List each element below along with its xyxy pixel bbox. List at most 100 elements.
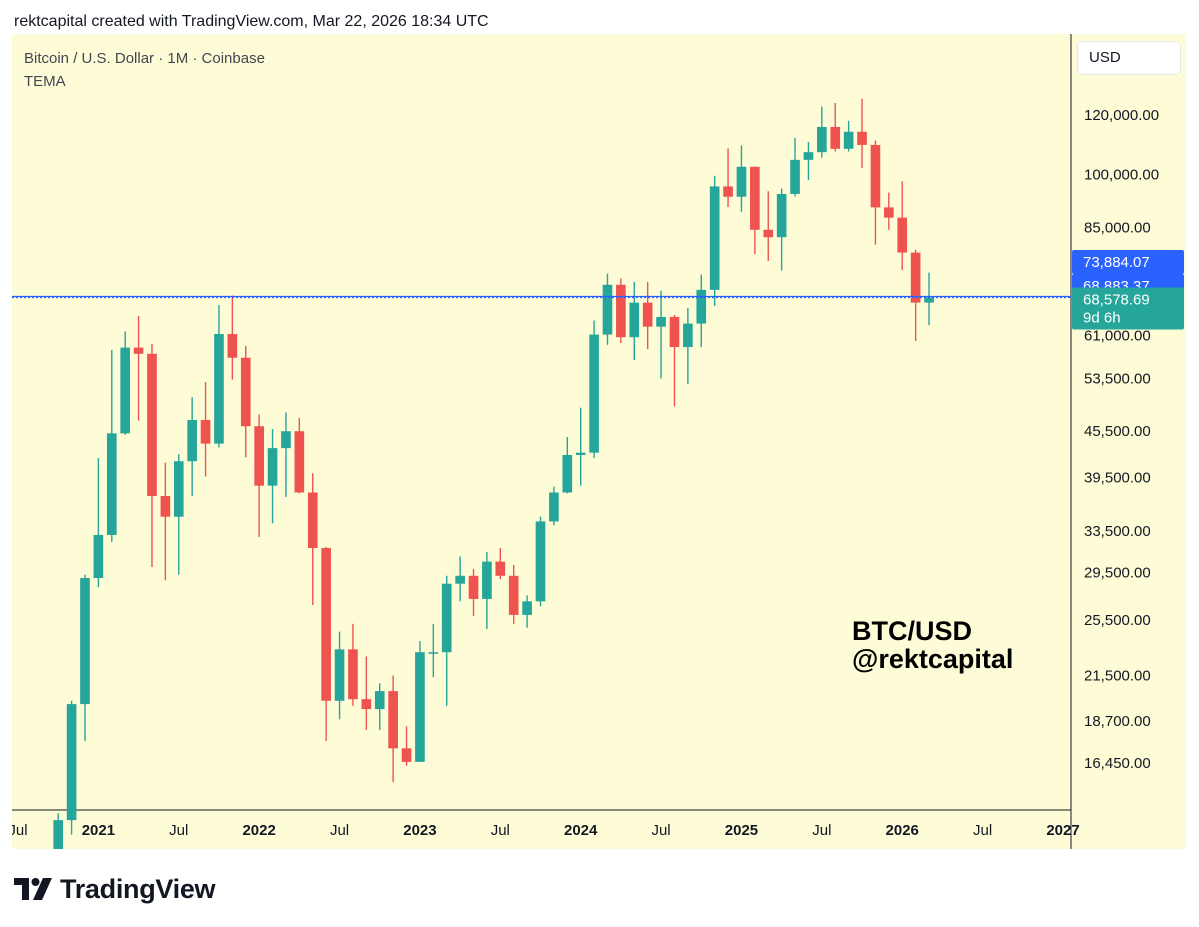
candle xyxy=(803,141,814,181)
x-tick-label: Jul xyxy=(330,822,349,839)
y-tick-label: 16,450.00 xyxy=(1084,755,1151,772)
candle-body xyxy=(669,316,680,348)
candle-body xyxy=(281,431,291,449)
candle xyxy=(817,106,827,158)
candle-body xyxy=(642,302,653,327)
candle xyxy=(428,623,439,678)
y-tick-label: 18,700.00 xyxy=(1084,713,1151,730)
x-tick-label: 2021 xyxy=(82,822,115,839)
y-tick-label: 100,000.00 xyxy=(1084,166,1159,183)
candle-body xyxy=(575,452,586,455)
price-chart[interactable]: 140,000.00120,000.00100,000.0085,000.006… xyxy=(12,34,1186,849)
candle xyxy=(455,556,465,602)
x-tick-label: 2023 xyxy=(403,822,436,839)
candle-body xyxy=(616,284,626,338)
x-tick-label: 2024 xyxy=(564,822,598,839)
candle xyxy=(93,458,104,588)
candle-body xyxy=(294,431,305,493)
candle xyxy=(361,656,372,730)
price-label[interactable] xyxy=(1072,250,1184,275)
candle xyxy=(857,98,867,169)
candle-body xyxy=(535,521,546,602)
candle xyxy=(669,314,680,407)
candle-body xyxy=(106,433,117,535)
plot-area[interactable] xyxy=(12,34,1071,810)
candle xyxy=(616,278,626,344)
y-tick-label: 33,500.00 xyxy=(1084,523,1151,540)
candle xyxy=(227,295,238,380)
tradingview-logo[interactable]: TradingView xyxy=(14,871,216,907)
indicator-label[interactable]: TEMA xyxy=(24,73,66,90)
candle xyxy=(66,700,77,835)
candle-body xyxy=(214,334,224,444)
candle xyxy=(374,683,385,730)
candle xyxy=(495,547,506,580)
candle-body xyxy=(160,495,171,517)
price-label-value: 73,884.07 xyxy=(1083,254,1150,271)
candle-body xyxy=(508,575,519,615)
x-tick-label: 2026 xyxy=(886,822,919,839)
candle-body xyxy=(80,578,90,705)
candle xyxy=(870,140,881,245)
candle xyxy=(843,120,854,152)
candle-body xyxy=(495,561,506,576)
y-tick-label: 120,000.00 xyxy=(1084,107,1159,124)
time-axis[interactable] xyxy=(12,810,1071,849)
candle xyxy=(790,137,800,197)
price-label-value: 68,578.69 xyxy=(1083,291,1150,308)
candle-body xyxy=(884,207,894,218)
candle xyxy=(147,343,157,567)
candle-body xyxy=(482,561,492,599)
y-tick-label: 85,000.00 xyxy=(1084,219,1151,236)
candle-body xyxy=(549,492,559,522)
candle xyxy=(723,148,733,208)
candle xyxy=(106,349,117,542)
candle-body xyxy=(93,534,104,579)
currency-button[interactable]: USD xyxy=(1078,42,1180,74)
candle-body xyxy=(173,461,184,517)
candle xyxy=(200,382,211,477)
x-tick-label: Jul xyxy=(491,822,510,839)
candle-body xyxy=(321,547,331,701)
y-tick-label: 45,500.00 xyxy=(1084,423,1151,440)
candle-body xyxy=(830,126,841,149)
candle xyxy=(830,103,841,152)
price-axis[interactable] xyxy=(1071,34,1186,810)
x-tick-label: Jul xyxy=(973,822,992,839)
axis-corner xyxy=(1071,810,1186,849)
candle-body xyxy=(776,193,787,238)
candle-body xyxy=(924,297,934,303)
candle-body xyxy=(857,131,867,145)
candle-body xyxy=(240,357,251,427)
x-tick-label: Jul xyxy=(12,822,28,839)
candle xyxy=(709,175,720,307)
candle-body xyxy=(736,166,747,197)
candle xyxy=(334,631,345,720)
candle-body xyxy=(696,289,707,324)
chart-frame[interactable]: 140,000.00120,000.00100,000.0085,000.006… xyxy=(12,34,1186,849)
candle xyxy=(441,575,452,706)
candle xyxy=(763,191,774,261)
candle xyxy=(321,546,331,741)
candle-body xyxy=(227,334,238,358)
price-label[interactable] xyxy=(1072,287,1184,330)
candle xyxy=(160,462,171,581)
candle-body xyxy=(66,704,77,821)
x-tick-label: 2025 xyxy=(725,822,758,839)
candle xyxy=(575,407,586,486)
symbol-title[interactable]: Bitcoin / U.S. Dollar · 1M · Coinbase xyxy=(24,50,265,67)
candle xyxy=(750,166,760,255)
candle-body xyxy=(415,652,425,762)
candle xyxy=(294,417,305,494)
candle xyxy=(696,274,707,348)
candle-body xyxy=(709,186,720,290)
candle-body xyxy=(468,575,479,599)
candle xyxy=(589,320,599,459)
bar-countdown: 9d 6h xyxy=(1083,309,1121,326)
candle-body xyxy=(401,748,412,762)
candle xyxy=(401,726,412,766)
candle-body xyxy=(428,652,439,654)
y-tick-label: 29,500.00 xyxy=(1084,564,1151,581)
candle-body xyxy=(361,699,372,710)
candle xyxy=(120,331,131,435)
